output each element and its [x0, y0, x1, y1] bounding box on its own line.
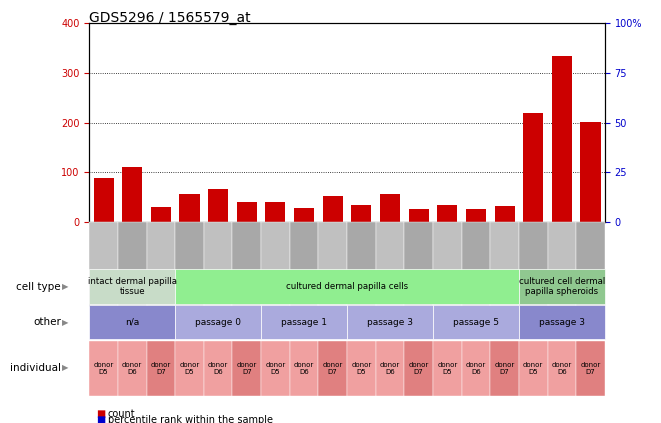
Bar	[237, 202, 257, 222]
Bar	[466, 209, 486, 222]
Bar	[519, 23, 547, 222]
Bar	[433, 23, 461, 222]
Text: ▶: ▶	[62, 363, 69, 373]
Text: donor
D5: donor D5	[351, 362, 371, 374]
Bar	[204, 23, 233, 222]
Text: n/a: n/a	[125, 318, 139, 327]
Bar	[180, 194, 200, 222]
Bar	[576, 23, 605, 222]
Text: donor
D5: donor D5	[93, 362, 114, 374]
Bar	[461, 23, 490, 222]
Text: donor
D6: donor D6	[380, 362, 400, 374]
Bar	[175, 23, 204, 222]
Text: passage 0: passage 0	[195, 318, 241, 327]
Bar	[290, 23, 319, 222]
Bar	[122, 168, 142, 222]
Text: ■: ■	[96, 409, 105, 419]
Bar	[233, 23, 261, 222]
Bar	[118, 23, 147, 222]
Text: donor
D5: donor D5	[179, 362, 200, 374]
Bar	[552, 55, 572, 222]
Text: passage 3: passage 3	[539, 318, 585, 327]
Bar	[547, 23, 576, 222]
Bar	[490, 23, 519, 222]
Bar	[494, 206, 515, 222]
Bar	[151, 207, 171, 222]
Text: ▶: ▶	[62, 318, 69, 327]
Text: passage 1: passage 1	[281, 318, 327, 327]
Bar	[89, 23, 118, 222]
Text: other: other	[33, 317, 61, 327]
Text: donor
D5: donor D5	[523, 362, 543, 374]
Bar	[323, 196, 342, 222]
Text: cultured cell dermal
papilla spheroids: cultured cell dermal papilla spheroids	[519, 277, 605, 297]
Text: count: count	[108, 409, 136, 419]
Bar	[408, 209, 428, 222]
Text: passage 3: passage 3	[367, 318, 413, 327]
Text: donor
D6: donor D6	[552, 362, 572, 374]
Bar	[94, 179, 114, 222]
Bar	[524, 113, 543, 222]
Text: GDS5296 / 1565579_at: GDS5296 / 1565579_at	[89, 11, 251, 25]
Bar	[380, 194, 400, 222]
Bar	[261, 23, 290, 222]
Bar	[294, 208, 314, 222]
Text: donor
D7: donor D7	[151, 362, 171, 374]
Text: passage 5: passage 5	[453, 318, 499, 327]
Text: donor
D7: donor D7	[408, 362, 429, 374]
Bar	[352, 205, 371, 222]
Text: percentile rank within the sample: percentile rank within the sample	[108, 415, 273, 423]
Text: donor
D6: donor D6	[122, 362, 142, 374]
Bar	[208, 189, 228, 222]
Text: donor
D5: donor D5	[265, 362, 286, 374]
Text: donor
D6: donor D6	[208, 362, 228, 374]
Bar	[405, 23, 433, 222]
Text: cell type: cell type	[16, 282, 61, 292]
Text: ▶: ▶	[62, 282, 69, 291]
Bar	[438, 205, 457, 222]
Text: cultured dermal papilla cells: cultured dermal papilla cells	[286, 282, 408, 291]
Bar	[580, 122, 601, 222]
Text: donor
D6: donor D6	[466, 362, 486, 374]
Text: donor
D7: donor D7	[237, 362, 257, 374]
Bar	[375, 23, 405, 222]
Text: ■: ■	[96, 415, 105, 423]
Text: donor
D6: donor D6	[294, 362, 314, 374]
Text: individual: individual	[10, 363, 61, 373]
Text: donor
D7: donor D7	[494, 362, 515, 374]
Bar	[266, 202, 286, 222]
Bar	[319, 23, 347, 222]
Text: intact dermal papilla
tissue: intact dermal papilla tissue	[88, 277, 176, 297]
Text: donor
D7: donor D7	[580, 362, 601, 374]
Text: donor
D5: donor D5	[437, 362, 457, 374]
Bar	[347, 23, 375, 222]
Bar	[147, 23, 175, 222]
Text: donor
D7: donor D7	[323, 362, 343, 374]
